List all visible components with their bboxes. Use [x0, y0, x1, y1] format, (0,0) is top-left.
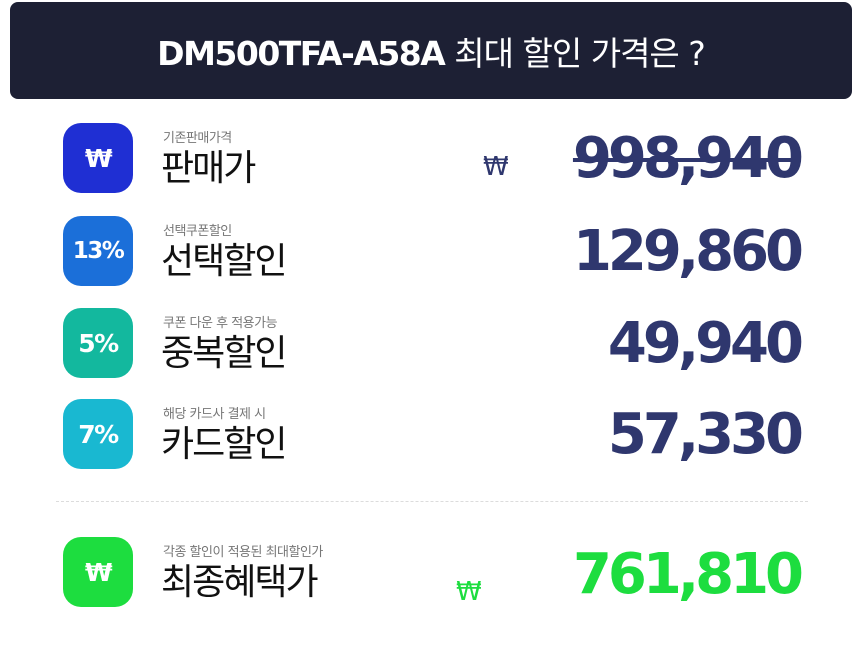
- percent-badge: 7%: [63, 399, 133, 469]
- won-currency-icon: ₩: [483, 152, 509, 182]
- won-badge-icon: ₩: [63, 537, 133, 607]
- card-discount-amount: 57,330: [607, 402, 804, 467]
- percent-badge: 13%: [63, 216, 133, 286]
- divider: [56, 501, 808, 502]
- title-banner: DM500TFA-A58A 최대 할인 가격은 ?: [10, 2, 852, 99]
- row-sublabel: 선택쿠폰할인: [163, 224, 232, 239]
- duplicate-discount-amount: 49,940: [607, 311, 804, 376]
- won-currency-icon: ₩: [456, 577, 482, 607]
- original-price: 998,940: [572, 126, 804, 191]
- model-name: DM500TFA-A58A: [157, 33, 446, 73]
- row-label: 판매가: [161, 148, 256, 189]
- discount-row-duplicate: 5% 쿠폰 다운 후 적용가능 중복할인 49,940: [0, 308, 862, 378]
- row-label: 카드할인: [161, 424, 287, 465]
- discount-row-coupon: 13% 선택쿠폰할인 선택할인 129,860: [0, 216, 862, 286]
- row-sublabel: 쿠폰 다운 후 적용가능: [163, 316, 278, 331]
- row-label: 중복할인: [161, 333, 287, 374]
- percent-badge: 5%: [63, 308, 133, 378]
- title-question: 최대 할인 가격은 ?: [454, 33, 706, 73]
- row-sublabel: 해당 카드사 결제 시: [163, 407, 266, 422]
- row-label: 선택할인: [161, 241, 287, 282]
- final-price-row: ₩ 각종 할인이 적용된 최대할인가 최종혜택가 ₩ 761,810: [0, 537, 862, 607]
- page-title: DM500TFA-A58A 최대 할인 가격은 ?: [157, 27, 706, 75]
- row-sublabel: 기존판매가격: [163, 131, 232, 146]
- price-row-original: ₩ 기존판매가격 판매가 ₩ 998,940: [0, 123, 862, 193]
- row-label: 최종혜택가: [161, 562, 319, 603]
- final-price: 761,810: [572, 542, 804, 607]
- discount-row-card: 7% 해당 카드사 결제 시 카드할인 57,330: [0, 399, 862, 469]
- coupon-discount-amount: 129,860: [572, 219, 804, 284]
- row-sublabel: 각종 할인이 적용된 최대할인가: [163, 545, 323, 560]
- won-badge-icon: ₩: [63, 123, 133, 193]
